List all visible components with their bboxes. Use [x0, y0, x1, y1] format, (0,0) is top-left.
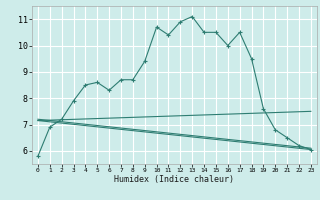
X-axis label: Humidex (Indice chaleur): Humidex (Indice chaleur): [115, 175, 234, 184]
